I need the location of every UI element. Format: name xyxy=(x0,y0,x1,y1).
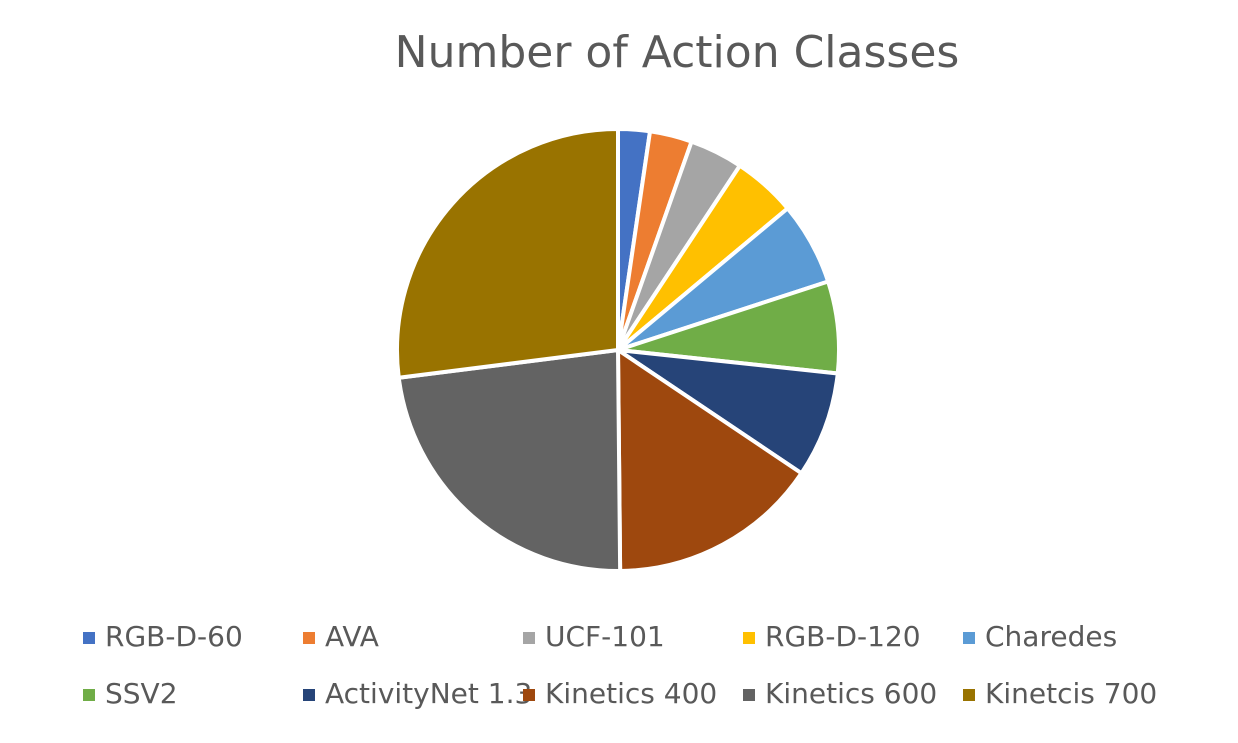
legend-label: UCF-101 xyxy=(545,620,665,653)
legend-marker xyxy=(743,632,755,644)
legend-marker xyxy=(743,689,755,701)
legend-marker xyxy=(303,632,315,644)
legend-label: AVA xyxy=(325,620,379,653)
legend-marker xyxy=(523,689,535,701)
legend-label: Kinetcis 700 xyxy=(985,677,1157,710)
legend-marker xyxy=(963,689,975,701)
legend-label: RGB-D-120 xyxy=(765,620,921,653)
legend-marker xyxy=(83,632,95,644)
pie-slice xyxy=(616,348,840,476)
pie-slice xyxy=(396,348,623,573)
chart-title: Number of Action Classes xyxy=(395,27,960,78)
legend-label: Kinetics 400 xyxy=(545,677,717,710)
pie-slice xyxy=(395,127,620,380)
legend-label: Charedes xyxy=(985,620,1117,653)
legend-label: Kinetics 600 xyxy=(765,677,937,710)
legend-marker xyxy=(523,632,535,644)
legend-marker xyxy=(83,689,95,701)
legend-label: RGB-D-60 xyxy=(105,620,243,653)
legend-label: ActivityNet 1.3 xyxy=(325,677,532,710)
legend-marker xyxy=(303,689,315,701)
pie-slice xyxy=(616,348,804,573)
legend-label: SSV2 xyxy=(105,677,178,710)
legend-marker xyxy=(963,632,975,644)
